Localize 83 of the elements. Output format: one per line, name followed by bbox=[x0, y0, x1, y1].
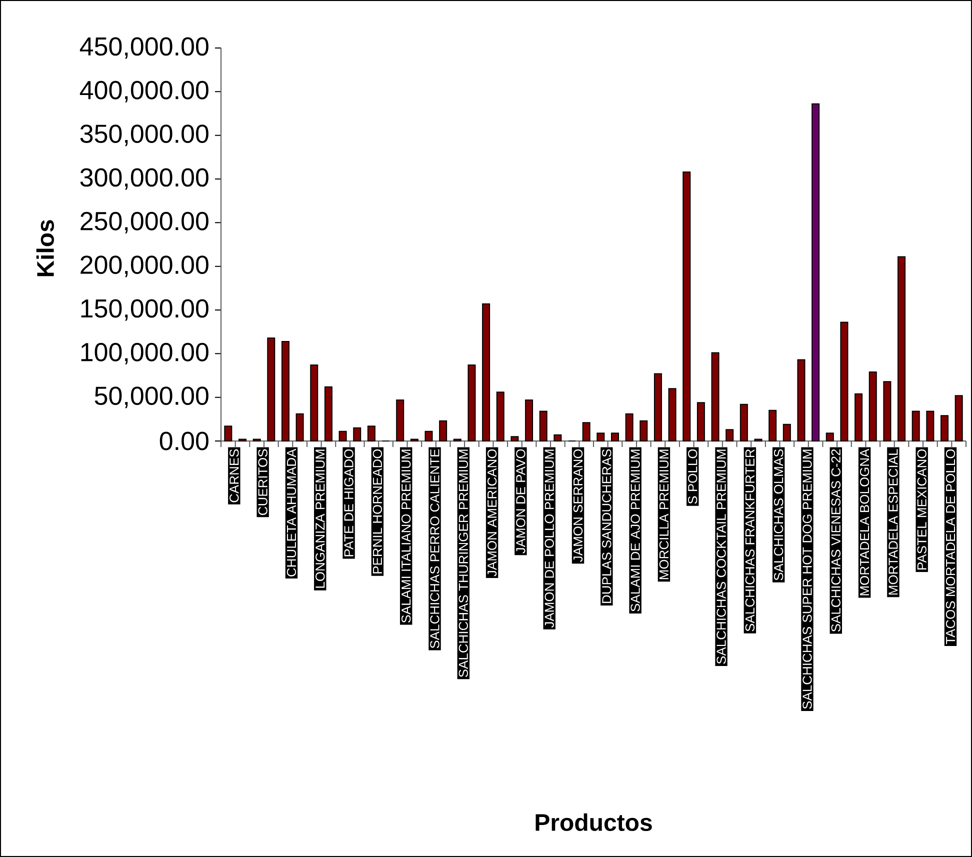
y-tick-label: 350,000.00 bbox=[80, 124, 208, 146]
y-tick-label: 300,000.00 bbox=[80, 168, 208, 190]
bar bbox=[912, 410, 920, 442]
x-tick-label: SALCHICHAS COCKTAIL PREMIUM bbox=[716, 450, 726, 664]
bar bbox=[654, 373, 662, 442]
bar bbox=[682, 172, 691, 442]
bar bbox=[396, 399, 404, 442]
y-tick-label: 0.00 bbox=[160, 432, 208, 450]
bar bbox=[468, 364, 476, 442]
bar bbox=[281, 340, 290, 442]
bar bbox=[439, 420, 448, 442]
y-tick-label: 150,000.00 bbox=[81, 299, 208, 321]
bar bbox=[954, 395, 963, 442]
bar bbox=[696, 402, 705, 442]
bar bbox=[424, 430, 433, 442]
x-tick-label: MORTADELA BOLOGNA bbox=[860, 448, 870, 596]
y-tick-label: 100,000.00 bbox=[81, 342, 208, 364]
bar bbox=[353, 427, 362, 442]
x-tick-label: JAMON AMERICANO bbox=[487, 449, 497, 576]
x-tick-label: SALAMI DE AJO PREMIUM bbox=[630, 450, 640, 612]
bar bbox=[525, 399, 534, 442]
bar bbox=[482, 303, 490, 442]
bar bbox=[338, 430, 347, 442]
bar bbox=[812, 103, 820, 442]
bar bbox=[640, 420, 648, 442]
x-tick-label: SALCHICHAS FRANKFURTER bbox=[745, 449, 755, 632]
bar bbox=[367, 426, 376, 442]
bar bbox=[324, 386, 332, 442]
bar bbox=[854, 393, 863, 442]
bar bbox=[310, 364, 318, 442]
x-tick-label: CUERITOS bbox=[258, 449, 268, 515]
x-tick-label: JAMON SERRANO bbox=[573, 449, 583, 562]
x-tick-label: JAMON DE PAVO bbox=[516, 449, 526, 554]
x-tick-label: PERNIL HORNEADO bbox=[372, 449, 382, 574]
bar bbox=[610, 432, 619, 442]
bar bbox=[539, 410, 548, 442]
bar bbox=[740, 404, 748, 442]
bar bbox=[267, 337, 276, 442]
x-tick-label: CARNES bbox=[230, 449, 239, 502]
y-axis-title: Kilos bbox=[36, 220, 54, 276]
x-tick-label: DUPLAS SANDUCHERAS bbox=[602, 449, 612, 603]
bar bbox=[797, 359, 806, 442]
bar bbox=[883, 381, 892, 442]
x-tick-label: CHULETA AHUMADA bbox=[286, 448, 296, 576]
bar bbox=[868, 372, 877, 442]
x-tick-label: LONGANIZA PREMIUM bbox=[316, 450, 325, 588]
x-tick-label: S POLLO bbox=[688, 449, 698, 504]
bar bbox=[711, 352, 720, 442]
x-tick-label: SALAMI ITALIANO PREMIUM bbox=[401, 450, 411, 623]
bar bbox=[668, 388, 676, 442]
bar bbox=[496, 392, 504, 442]
x-tick-label: TACOS MORTADELA DE POLLO bbox=[946, 449, 956, 644]
bar bbox=[768, 410, 777, 442]
x-tick-label: MORTADELA ESPECIAL bbox=[888, 449, 898, 595]
y-tick-label: 50,000.00 bbox=[94, 386, 208, 408]
y-tick-label: 400,000.00 bbox=[80, 80, 208, 102]
y-tick-label: 250,000.00 bbox=[80, 212, 208, 234]
bar bbox=[224, 426, 232, 442]
x-tick-label: JAMON DE POLLO PREMIUM bbox=[544, 450, 554, 628]
bar bbox=[726, 429, 734, 442]
bar bbox=[296, 413, 304, 442]
bar bbox=[596, 432, 605, 442]
x-tick-label: MORCILLA PREMIUM bbox=[659, 450, 669, 580]
bar bbox=[510, 436, 519, 442]
bar bbox=[898, 256, 906, 442]
x-tick-label: SALCHICHAS SUPER HOT DOG PREMIUM bbox=[802, 450, 812, 709]
x-tick-label: SALCHICHAS VIENESAS C-22 bbox=[831, 449, 840, 632]
bar bbox=[625, 413, 634, 442]
x-axis-title: Productos bbox=[536, 813, 652, 832]
bar bbox=[554, 434, 562, 442]
bar bbox=[926, 410, 934, 442]
y-tick-label: 450,000.00 bbox=[80, 37, 208, 59]
x-tick-label: SALCHICHAS PERRO CALIENTE bbox=[430, 449, 440, 648]
bar bbox=[826, 432, 834, 442]
x-tick-label: PATE DE HIGADO bbox=[344, 449, 354, 556]
x-tick-label: PASTEL MEXICANO bbox=[917, 449, 926, 570]
bar bbox=[940, 415, 949, 442]
bar bbox=[582, 422, 590, 442]
x-tick-label: SALCHICHAS THURINGER PREMIUM bbox=[458, 450, 468, 678]
bar bbox=[840, 322, 848, 442]
bar bbox=[782, 424, 791, 442]
x-tick-label: SALCHICHAS OLMAS bbox=[774, 449, 784, 580]
y-tick-label: 200,000.00 bbox=[80, 256, 208, 278]
